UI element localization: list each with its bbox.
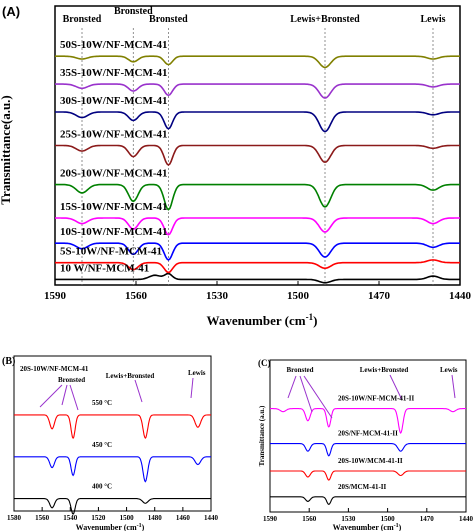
panel-c-xlabel: Wavenumber (cm-1)	[333, 523, 402, 531]
spectrum-line	[55, 217, 460, 236]
series-label: 30S-10W/NF-MCM-41	[60, 95, 168, 107]
series-label: 20S/MCM-41-II	[338, 483, 386, 491]
series-label: 5S-10W/NF-MCM-41	[60, 246, 162, 258]
panel-c-series	[270, 408, 466, 506]
series-label: 50S-10W/NF-MCM-41	[60, 39, 168, 51]
panel-c-arrows	[287, 374, 456, 419]
panel-b-bronsted-label: Bronsted	[58, 376, 85, 384]
series-label: 15S-10W/NF-MCM-41	[60, 201, 168, 213]
panel-a-x-ticks: 1590 1560 1530 1500 1470 1440	[44, 281, 472, 302]
panel-c-ylabel: Transmittance (a.u.)	[258, 405, 266, 466]
panel-c-bronsted-label: Bronsted	[286, 366, 313, 374]
x-tick-label: 1590	[44, 290, 67, 302]
spectrum-line	[55, 183, 460, 211]
x-tick-label: 1530	[341, 515, 356, 523]
panel-a-series-labels: 10 W/NF-MCM-41 5S-10W/NF-MCM-41 10S-10W/NF…	[60, 39, 168, 274]
spectrum-line	[55, 55, 460, 69]
x-tick-label: 1560	[35, 514, 50, 522]
panel-b-arrows	[39, 377, 194, 411]
x-tick-label: 1440	[204, 514, 219, 522]
temperature-label: 550 °C	[92, 399, 112, 407]
x-tick-label: 1500	[287, 290, 310, 302]
panel-a-label: (A)	[2, 4, 20, 19]
x-tick-label: 1460	[176, 514, 191, 522]
site-label: Bronsted	[63, 14, 102, 25]
spectrum-line	[14, 456, 211, 483]
panel-c-lewis-label: Lewis	[440, 366, 458, 374]
panel-a-ylabel: Transmittance(a.u.)	[0, 95, 13, 205]
panel-c-lewis-bronsted-label: Lewis+Bronsted	[360, 366, 409, 374]
panel-b-series	[14, 414, 211, 515]
x-tick-label: 1520	[91, 514, 106, 522]
panel-c-label: (C)	[258, 358, 271, 368]
x-tick-label: 1440	[459, 515, 474, 523]
x-tick-label: 1560	[302, 515, 317, 523]
panel-c-x-ticks: 1590 1560 1530 1500 1470 1440	[263, 508, 474, 523]
x-tick-label: 1500	[381, 515, 396, 523]
spectrum-line	[55, 111, 460, 133]
x-tick-label: 1470	[368, 290, 391, 302]
panel-b-lewis-bronsted-label: Lewis+Bronsted	[106, 372, 155, 380]
temperature-label: 450 °C	[92, 441, 112, 449]
spectrum-line	[55, 144, 460, 166]
x-tick-label: 1530	[206, 290, 229, 302]
series-label: 25S-10W/NF-MCM-41	[60, 129, 168, 141]
spectrum-line	[270, 408, 466, 435]
spectrum-line	[55, 83, 460, 99]
panel-b-temperature-labels: 400 °C 450 °C 550 °C	[92, 399, 112, 491]
site-label: Lewis	[421, 14, 446, 25]
x-tick-label: 1440	[449, 290, 472, 302]
panel-b-x-ticks: 1580 1560 1540 1520 1500 1480 1460 1440	[7, 507, 219, 522]
series-label: 35S-10W/NF-MCM-41	[60, 67, 168, 79]
spectrum-line	[55, 242, 460, 261]
panel-c-frame	[269, 359, 467, 513]
panel-c-series-labels: 20S/MCM-41-II 20S-10W/MCM-41-II 20S/NF-MCM…	[338, 395, 414, 491]
panel-b-frame	[13, 355, 212, 512]
spectrum-line	[270, 496, 466, 506]
panel-b-lewis-label: Lewis	[188, 369, 206, 377]
x-tick-label: 1470	[420, 515, 435, 523]
spectrum-line	[14, 498, 211, 515]
spectrum-line	[14, 414, 211, 440]
panel-b-label: (B)	[2, 356, 15, 367]
spectrum-line	[270, 470, 466, 481]
panel-b-xlabel: Wavenumber (cm-1)	[76, 523, 145, 531]
x-tick-label: 1590	[263, 515, 278, 523]
x-tick-label: 1480	[148, 514, 163, 522]
spectrum-line	[270, 443, 466, 457]
panel-a-xlabel: Wavenumber (cm-1)	[207, 312, 318, 328]
x-tick-label: 1540	[63, 514, 78, 522]
series-label: 20S-10W/NF-MCM-41	[60, 168, 168, 180]
site-label: Bronsted	[114, 6, 153, 17]
panel-a-series	[55, 55, 460, 284]
spectrum-line	[55, 259, 460, 274]
series-label: 20S-10W/NF-MCM-41-II	[338, 395, 414, 403]
panel-b-sample-label: 20S-10W/NF-MCM-41	[20, 365, 89, 373]
spectrum-line	[55, 272, 460, 284]
panel-c: (C) 1590 1560 1530 1500 1470 1440 Transmittan…	[258, 358, 474, 531]
x-tick-label: 1580	[7, 514, 22, 522]
x-tick-label: 1560	[125, 290, 148, 302]
series-label: 20S/NF-MCM-41-II	[338, 430, 398, 438]
series-label: 10 W/NF-MCM-41	[60, 262, 149, 274]
site-label: Lewis+Bronsted	[290, 14, 360, 25]
site-label: Bronsted	[149, 14, 188, 25]
panel-b: (B) 1580 1560 1540 1520 1500 1480 1460 1440 20S…	[2, 355, 219, 531]
series-label: 20S-10W/MCM-41-II	[338, 457, 403, 465]
temperature-label: 400 °C	[92, 483, 112, 491]
x-tick-label: 1500	[120, 514, 135, 522]
series-label: 10S-10W/NF-MCM-41	[60, 226, 168, 238]
